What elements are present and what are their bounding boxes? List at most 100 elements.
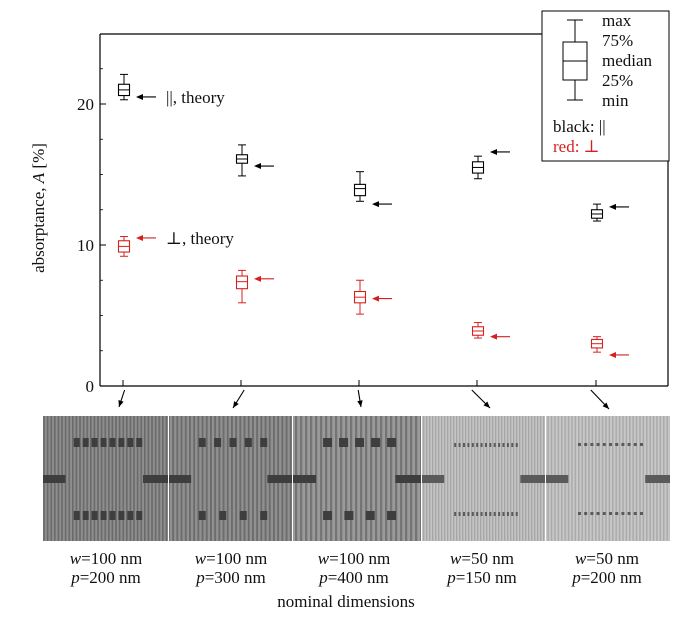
marker-block bbox=[82, 511, 89, 520]
pointer-arrowhead bbox=[357, 400, 363, 407]
marker-block bbox=[633, 512, 637, 515]
marker-block bbox=[584, 512, 588, 515]
marker-block bbox=[480, 443, 483, 447]
caption-period: p=300 nm bbox=[196, 568, 266, 587]
legend-item-label: min bbox=[602, 91, 629, 110]
marker-block bbox=[476, 443, 479, 447]
marker-block bbox=[471, 443, 474, 447]
marker-block bbox=[260, 511, 268, 520]
marker-block bbox=[454, 512, 457, 516]
pointer-arrowhead bbox=[602, 402, 609, 409]
alignment-bar-left bbox=[546, 475, 569, 483]
alignment-bar-right bbox=[143, 475, 168, 483]
alignment-bar-right bbox=[520, 475, 545, 483]
theory-arrowhead bbox=[372, 295, 379, 302]
sample-pointer-arrows bbox=[118, 389, 610, 410]
marker-block bbox=[214, 438, 222, 447]
theory-label: ||, theory bbox=[166, 88, 225, 107]
marker-block bbox=[615, 443, 619, 446]
marker-block bbox=[344, 511, 354, 520]
marker-block bbox=[229, 438, 237, 447]
marker-block bbox=[511, 443, 514, 447]
caption-width: w=100 nm bbox=[194, 549, 268, 568]
marker-block bbox=[498, 443, 501, 447]
box-parallel-4 bbox=[590, 203, 629, 222]
box-iqr bbox=[353, 183, 367, 197]
alignment-bar-left bbox=[169, 475, 192, 483]
caption-period: p=400 nm bbox=[319, 568, 389, 587]
marker-block bbox=[596, 443, 600, 446]
box-plot-marks bbox=[117, 73, 629, 358]
marker-block bbox=[627, 512, 631, 515]
sem-image-4 bbox=[422, 416, 545, 541]
marker-block bbox=[462, 443, 465, 447]
box-parallel-3 bbox=[471, 148, 510, 180]
marker-block bbox=[136, 438, 143, 447]
marker-block bbox=[387, 438, 397, 447]
box-perpendicular-1 bbox=[235, 269, 274, 304]
theory-arrowhead bbox=[609, 351, 616, 358]
marker-block bbox=[458, 443, 461, 447]
box-perpendicular-2 bbox=[353, 279, 392, 315]
marker-block bbox=[639, 512, 643, 515]
marker-block bbox=[239, 511, 247, 520]
marker-block bbox=[489, 443, 492, 447]
marker-block bbox=[590, 443, 594, 446]
marker-block bbox=[127, 511, 134, 520]
marker-block bbox=[109, 438, 116, 447]
theory-label: ⊥, theory bbox=[166, 229, 234, 248]
sem-image-2 bbox=[169, 416, 292, 541]
theory-arrowhead bbox=[372, 201, 379, 208]
marker-block bbox=[498, 512, 501, 516]
marker-block bbox=[73, 438, 80, 447]
sem-image-3 bbox=[293, 416, 421, 541]
caption-period: p=200 nm bbox=[572, 568, 642, 587]
legend-item-label: max bbox=[602, 11, 632, 30]
marker-block bbox=[109, 511, 116, 520]
marker-block bbox=[355, 438, 365, 447]
marker-block bbox=[639, 443, 643, 446]
marker-block bbox=[118, 511, 125, 520]
box-iqr bbox=[235, 275, 249, 290]
marker-block bbox=[502, 512, 505, 516]
marker-block bbox=[577, 443, 581, 446]
marker-block bbox=[118, 438, 125, 447]
legend-item-label: 75% bbox=[602, 31, 633, 50]
marker-block bbox=[371, 438, 381, 447]
marker-block bbox=[502, 443, 505, 447]
box-perpendicular-3 bbox=[471, 322, 510, 340]
marker-block bbox=[198, 511, 206, 520]
caption-width: w=50 nm bbox=[575, 549, 639, 568]
box-parallel-1 bbox=[235, 144, 274, 177]
y-tick-label: 20 bbox=[77, 95, 94, 114]
marker-block bbox=[476, 512, 479, 516]
sem-image-5 bbox=[546, 416, 670, 541]
marker-block bbox=[493, 443, 496, 447]
marker-block bbox=[608, 512, 612, 515]
pointer-arrowhead bbox=[118, 400, 124, 407]
caption-period: p=150 nm bbox=[447, 568, 517, 587]
marker-block bbox=[462, 512, 465, 516]
sample-caption-3: w=100 nm p=400 nm bbox=[292, 549, 416, 587]
legend-red-label: red: ⊥ bbox=[553, 137, 600, 156]
marker-block bbox=[219, 511, 227, 520]
theory-arrowhead bbox=[254, 163, 261, 170]
alignment-bar-right bbox=[395, 475, 421, 483]
marker-block bbox=[608, 443, 612, 446]
marker-block bbox=[480, 512, 483, 516]
marker-block bbox=[73, 511, 80, 520]
marker-block bbox=[454, 443, 457, 447]
marker-block bbox=[484, 443, 487, 447]
marker-block bbox=[493, 512, 496, 516]
marker-block bbox=[339, 438, 349, 447]
caption-width: w=100 nm bbox=[317, 549, 391, 568]
marker-block bbox=[260, 438, 268, 447]
marker-block bbox=[515, 443, 518, 447]
marker-block bbox=[467, 443, 470, 447]
theory-arrowhead bbox=[254, 275, 261, 282]
theory-arrowhead bbox=[490, 148, 497, 155]
marker-block bbox=[484, 512, 487, 516]
marker-block bbox=[615, 512, 619, 515]
legend-item-label: 25% bbox=[602, 71, 633, 90]
marker-block bbox=[621, 443, 625, 446]
